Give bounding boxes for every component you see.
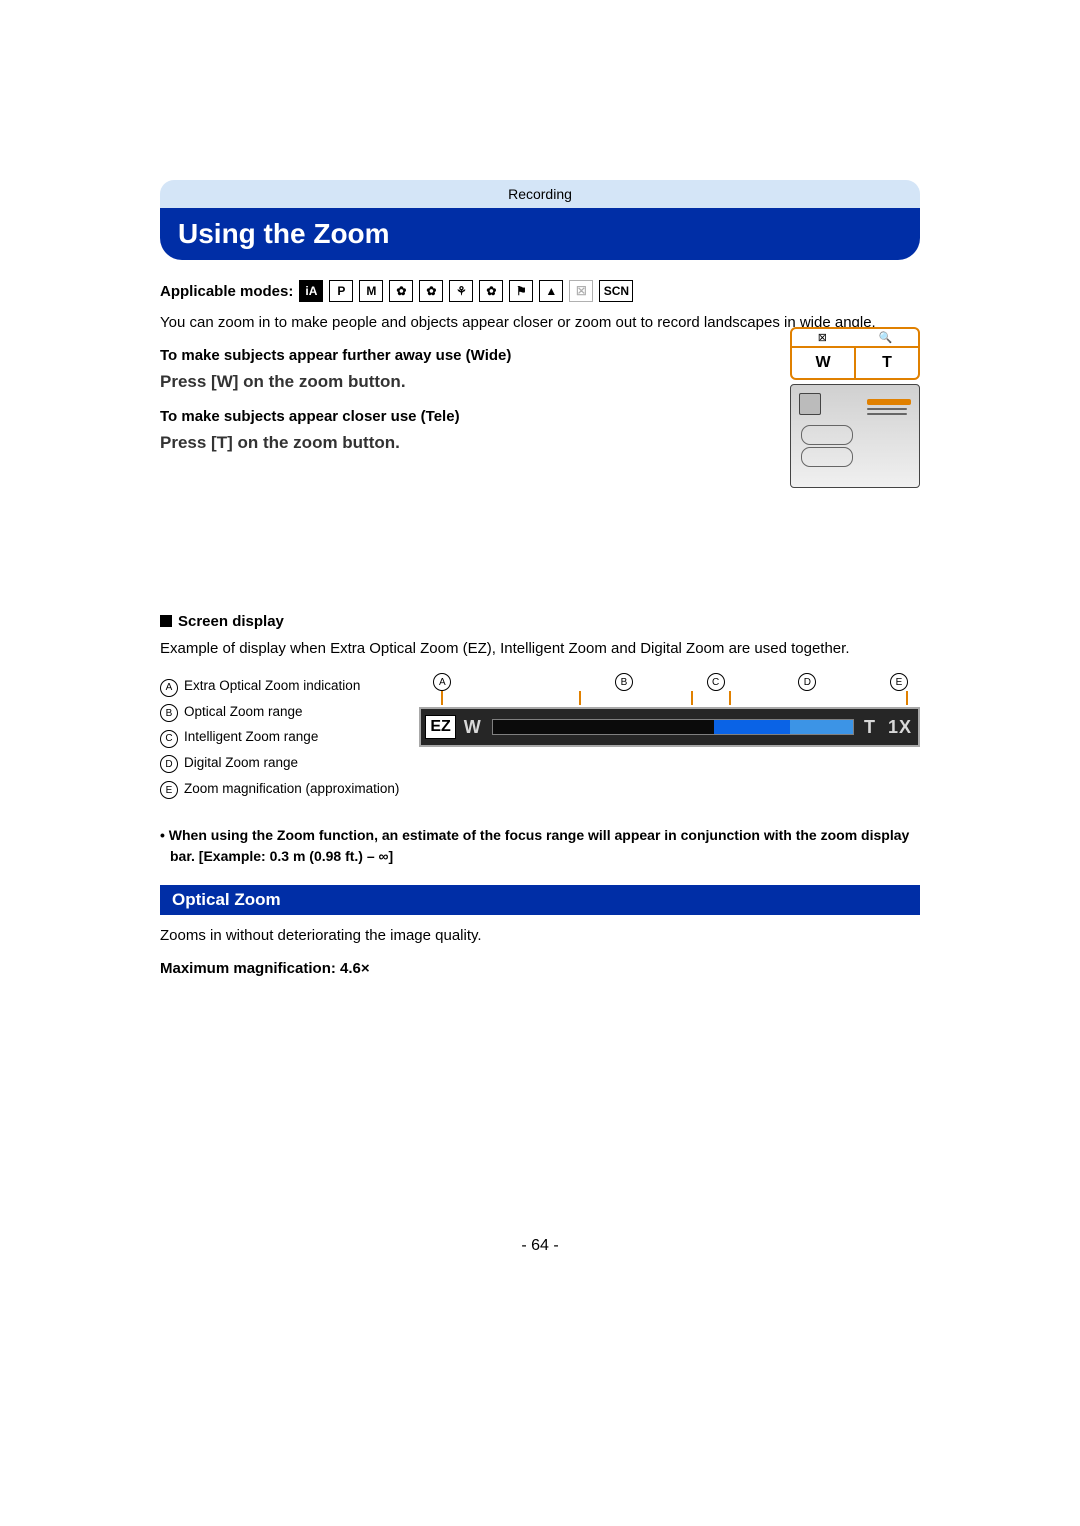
optical-zoom-heading: Optical Zoom [160, 885, 920, 915]
mode-icon: iA [299, 280, 323, 302]
label-e: E [890, 673, 908, 691]
applicable-label: Applicable modes: [160, 283, 293, 300]
wide-icon: ⊠ [818, 331, 827, 344]
optical-zoom-text: Zooms in without deteriorating the image… [160, 925, 920, 946]
legend-item: BOptical Zoom range [160, 699, 399, 725]
legend-list: AExtra Optical Zoom indication BOptical … [160, 673, 399, 801]
bullet-square-icon [160, 615, 172, 627]
intelligent-zoom-range [714, 720, 790, 734]
t-button: T [856, 348, 918, 378]
screen-display-heading: Screen display [160, 613, 920, 630]
mode-icon: ✿ [419, 280, 443, 302]
label-a: A [433, 673, 451, 691]
zoom-bar: EZ W T 1X [419, 707, 920, 747]
w-button: W [792, 348, 856, 378]
camera-body-illustration [790, 384, 920, 488]
label-c: C [707, 673, 725, 691]
mode-icon-disabled: ☒ [569, 280, 593, 302]
page-title: Using the Zoom [160, 208, 920, 260]
applicable-modes-row: Applicable modes: iA P M ✿ ✿ ⚘ ✿ ⚑ ▲ ☒ S… [160, 280, 920, 302]
zoom-track [492, 719, 854, 735]
screen-display-section: Screen display Example of display when E… [160, 613, 920, 801]
mode-icon: ⚘ [449, 280, 473, 302]
page-number: - 64 - [160, 1237, 920, 1295]
focus-range-note: • When using the Zoom function, an estim… [160, 825, 920, 867]
max-magnification: Maximum magnification: 4.6× [160, 960, 920, 977]
label-b: B [615, 673, 633, 691]
legend-item: DDigital Zoom range [160, 750, 399, 776]
mode-icon: P [329, 280, 353, 302]
mode-icon: ✿ [389, 280, 413, 302]
mode-icon: ⚑ [509, 280, 533, 302]
label-d: D [798, 673, 816, 691]
legend-item: AExtra Optical Zoom indication [160, 673, 399, 699]
manual-page: Recording Using the Zoom Applicable mode… [160, 180, 920, 1295]
mode-icon: M [359, 280, 383, 302]
wt-section: To make subjects appear further away use… [160, 347, 920, 453]
magnification-label: 1X [888, 717, 912, 738]
digital-zoom-range [790, 720, 853, 734]
mode-icon-scn: SCN [599, 280, 633, 302]
screen-display-text: Example of display when Extra Optical Zo… [160, 638, 920, 659]
optical-zoom-range [493, 720, 714, 734]
tele-icon: 🔍 [879, 331, 893, 344]
legend-item: EZoom magnification (approximation) [160, 776, 399, 802]
camera-diagram: ⊠ 🔍 W T [790, 327, 920, 488]
mode-icon: ▲ [539, 280, 563, 302]
zoom-bar-diagram: A B C D E EZ W [419, 673, 920, 763]
t-label: T [864, 717, 876, 738]
wt-button-diagram: ⊠ 🔍 W T [790, 327, 920, 380]
category-header: Recording [160, 180, 920, 208]
w-label: W [464, 717, 482, 738]
mode-icon: ✿ [479, 280, 503, 302]
legend-item: CIntelligent Zoom range [160, 724, 399, 750]
ez-badge: EZ [425, 715, 455, 739]
